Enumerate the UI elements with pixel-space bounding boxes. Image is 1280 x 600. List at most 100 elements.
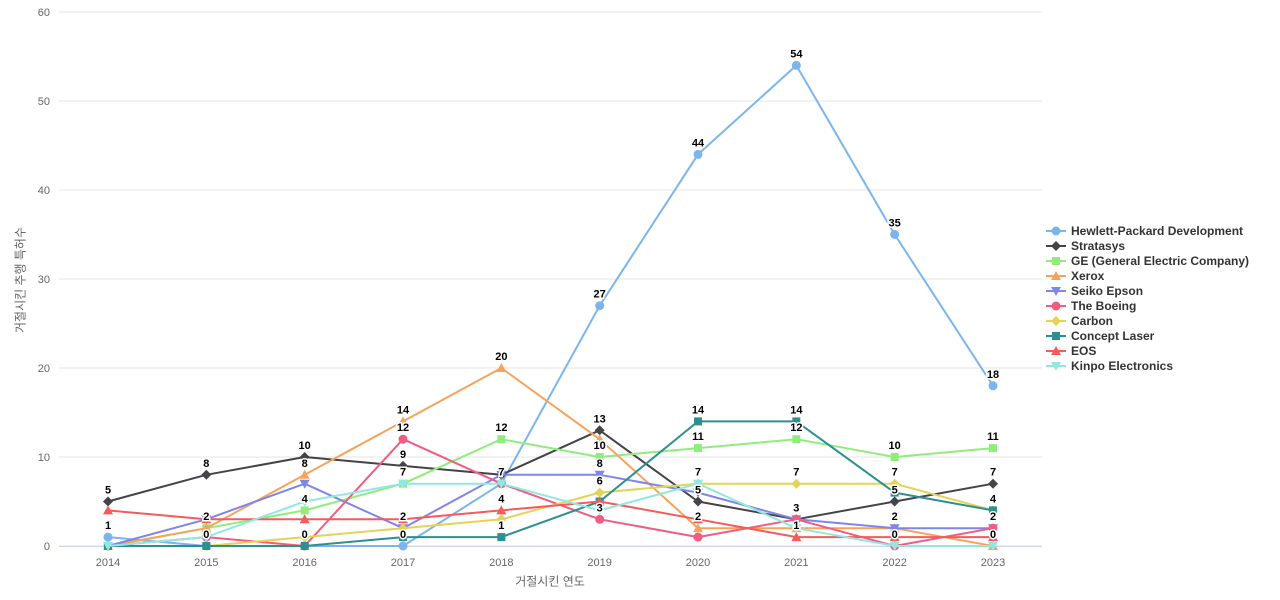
diamond-marker-icon: [201, 469, 212, 480]
triangle-marker-icon: [693, 514, 703, 524]
legend-label: Concept Laser: [1071, 328, 1155, 343]
legend-item-seiko-epson[interactable]: Seiko Epson: [1046, 283, 1249, 298]
data-label: 14: [397, 404, 410, 416]
triangle-down-marker-icon: [201, 533, 212, 543]
data-label: 2: [695, 511, 701, 523]
triangle-marker-icon: [201, 523, 212, 533]
x-tick-label: 2018: [489, 557, 513, 569]
circle-marker-icon: [595, 301, 605, 311]
y-tick-label: 0: [44, 541, 50, 553]
triangle-marker-icon: [594, 434, 605, 444]
legend-item-ge-general-electric-company[interactable]: GE (General Electric Company): [1046, 253, 1249, 268]
triangle-marker-icon: [299, 514, 310, 524]
data-label: 7: [400, 467, 406, 479]
triangle-marker-icon: [201, 514, 212, 524]
data-label: 2: [990, 511, 996, 523]
y-tick-label: 50: [38, 96, 50, 108]
triangle-marker-icon: [1051, 270, 1061, 280]
square-marker-icon: [989, 506, 997, 515]
legend-item-carbon[interactable]: Carbon: [1046, 313, 1249, 328]
data-label: 8: [302, 458, 308, 470]
square-marker-icon: [399, 533, 407, 542]
legend-label: The Boeing: [1071, 298, 1137, 313]
data-label: 0: [302, 529, 308, 541]
data-label: 6: [597, 476, 603, 488]
triangle-legend-icon: [1046, 345, 1066, 355]
triangle-down-marker-icon: [889, 542, 900, 551]
x-tick-label: 2016: [292, 557, 316, 569]
data-label: 20: [495, 351, 507, 363]
triangle-down-marker-icon: [693, 488, 703, 498]
data-label: 11: [987, 431, 999, 443]
circle-legend-icon: [1046, 301, 1066, 310]
diamond-marker-icon: [889, 496, 900, 507]
diamond-marker-icon: [1051, 240, 1061, 251]
x-tick-label: 2020: [686, 557, 710, 569]
x-tick-label: 2021: [784, 557, 808, 569]
triangle-marker-icon: [496, 505, 507, 515]
triangle-down-marker-icon: [693, 479, 703, 489]
diamond-marker-icon: [594, 487, 605, 498]
legend-item-hewlett-packard-development[interactable]: Hewlett-Packard Development: [1046, 223, 1249, 238]
series-line: [107, 438, 994, 547]
data-label: 54: [790, 48, 803, 60]
data-label: 0: [990, 529, 996, 541]
data-label: 2: [203, 511, 209, 523]
triangle-down-marker-icon: [889, 524, 900, 534]
legend-label: Seiko Epson: [1071, 283, 1144, 298]
series-hewlett-packard-development[interactable]: [103, 60, 998, 551]
data-label: 11: [692, 431, 704, 443]
square-marker-icon: [1052, 331, 1060, 340]
series-kinpo-electronics[interactable]: [103, 479, 998, 551]
triangle-down-marker-icon: [299, 497, 310, 507]
triangle-marker-icon: [791, 532, 802, 542]
data-label: 8: [597, 458, 603, 470]
legend-item-concept-laser[interactable]: Concept Laser: [1046, 328, 1249, 343]
triangle-down-legend-icon: [1046, 286, 1066, 296]
square-marker-icon: [694, 444, 702, 453]
data-label: 1: [793, 520, 799, 532]
data-label: 4: [302, 493, 309, 505]
data-label: 4: [990, 493, 997, 505]
legend-item-kinpo-electronics[interactable]: Kinpo Electronics: [1046, 358, 1249, 373]
square-marker-icon: [890, 453, 899, 461]
square-marker-icon: [202, 542, 211, 550]
triangle-marker-icon: [889, 532, 900, 542]
triangle-down-marker-icon: [496, 479, 507, 489]
data-label: 35: [889, 218, 901, 230]
diamond-legend-icon: [1046, 315, 1066, 326]
data-label: 12: [397, 422, 409, 434]
circle-marker-icon: [1051, 301, 1061, 310]
legend-label: Carbon: [1071, 313, 1113, 328]
y-axis-title: 거절시킨 추행 특허수: [13, 226, 28, 334]
legend-item-stratasys[interactable]: Stratasys: [1046, 238, 1249, 253]
legend-item-eos[interactable]: EOS: [1046, 343, 1249, 358]
data-label: 14: [790, 404, 803, 416]
data-label: 10: [594, 440, 606, 452]
triangle-marker-icon: [398, 514, 408, 524]
y-tick-label: 10: [38, 452, 50, 464]
diamond-marker-icon: [496, 514, 507, 525]
data-label: 5: [892, 485, 898, 497]
data-label: 3: [793, 502, 799, 514]
legend-item-xerox[interactable]: Xerox: [1046, 268, 1249, 283]
square-marker-icon: [989, 444, 997, 453]
legend-item-the-boeing[interactable]: The Boeing: [1046, 298, 1249, 313]
circle-legend-icon: [1046, 226, 1066, 235]
series-line: [107, 482, 994, 547]
triangle-marker-icon: [1051, 345, 1061, 355]
data-label: 18: [987, 369, 999, 381]
triangle-legend-icon: [1046, 270, 1066, 280]
square-marker-icon: [497, 435, 506, 444]
data-label: 1: [105, 520, 111, 532]
triangle-marker-icon: [693, 523, 703, 533]
data-label: 0: [400, 529, 406, 541]
x-tick-label: 2015: [194, 557, 218, 569]
data-label: 1: [498, 520, 504, 532]
data-label: 9: [400, 449, 406, 461]
data-label: 10: [889, 440, 901, 452]
triangle-marker-icon: [988, 532, 998, 542]
diamond-marker-icon: [988, 478, 998, 489]
